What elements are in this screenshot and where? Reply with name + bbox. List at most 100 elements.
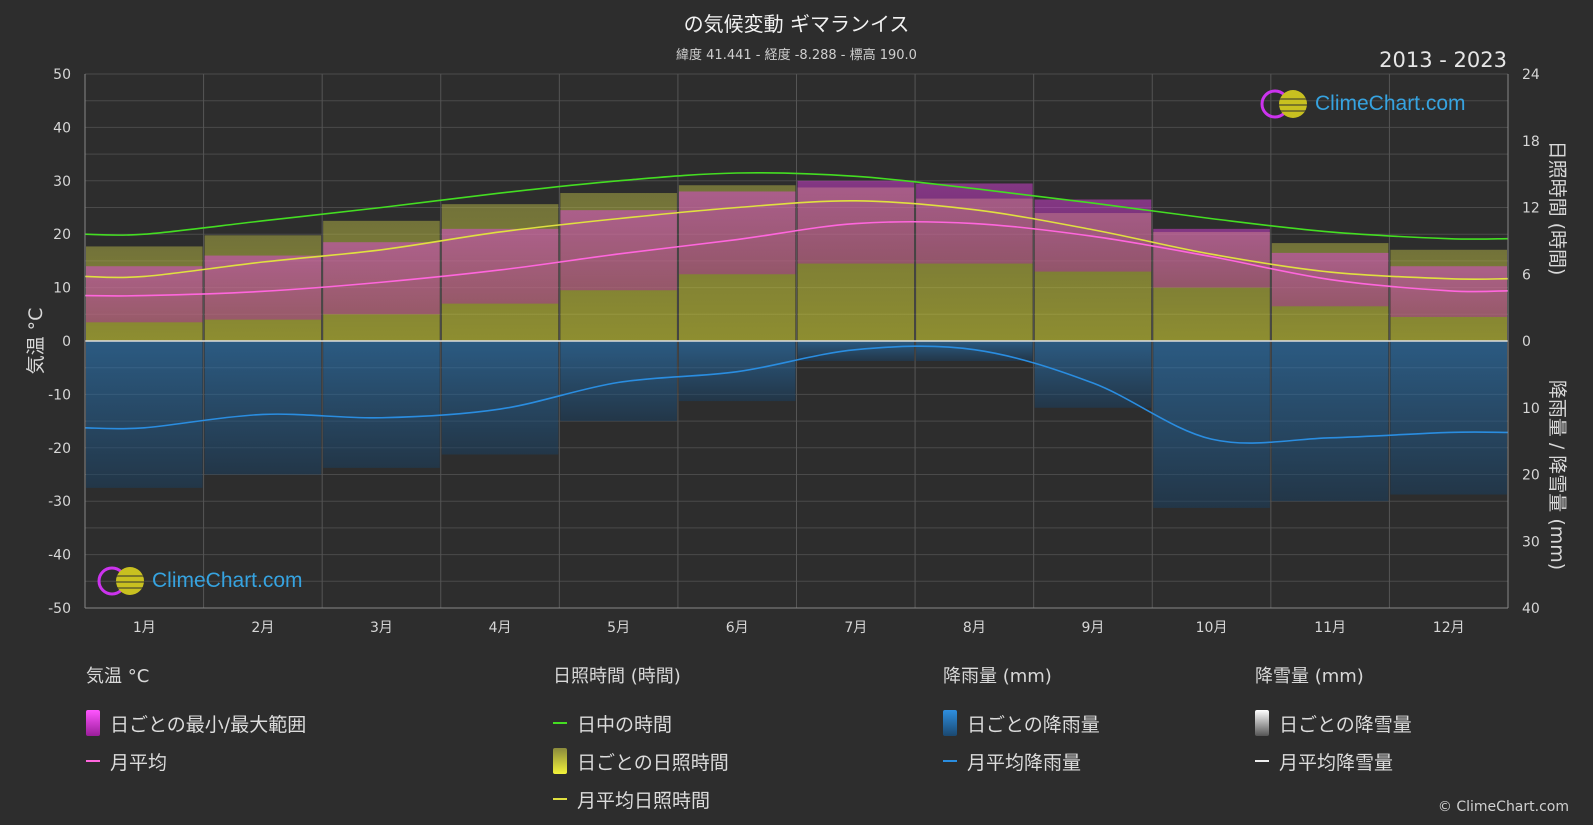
chart-lines xyxy=(85,172,1508,444)
temp-avg-swatch xyxy=(86,760,100,762)
temp-range-bar xyxy=(1153,228,1270,288)
tick-label-left: -30 xyxy=(48,494,71,510)
temp-range-bar xyxy=(560,210,677,291)
legend-snow: 降雪量 (mm) 日ごとの降雪量 月平均降雪量 xyxy=(1255,662,1412,780)
tick-label-right-top: 6 xyxy=(1522,267,1531,283)
tick-label-right-top: 18 xyxy=(1522,134,1540,150)
legend-item-snow-avg: 月平均降雪量 xyxy=(1255,742,1412,780)
tick-label-left: 10 xyxy=(53,281,71,297)
daily-rain-swatch xyxy=(943,710,957,736)
tick-label-left: 20 xyxy=(53,227,71,243)
tick-label-month: 12月 xyxy=(1433,620,1465,636)
daily-sunshine-swatch xyxy=(553,748,567,774)
legend-item-daily-sunshine: 日ごとの日照時間 xyxy=(553,742,729,780)
legend-label: 月平均日照時間 xyxy=(577,789,711,812)
temp-range-swatch xyxy=(86,710,100,736)
tick-label-left: 0 xyxy=(62,334,71,350)
legend-item-sunshine-avg: 月平均日照時間 xyxy=(553,780,729,818)
legend-temperature-head: 気温 °C xyxy=(86,666,150,687)
tick-label-month: 2月 xyxy=(251,620,274,636)
legend-sunshine-head: 日照時間 (時間) xyxy=(553,666,681,687)
daily-rain-bar xyxy=(86,341,203,488)
temp-range-bar xyxy=(441,228,559,304)
chart-title: の気候変動 ギマランイス xyxy=(683,12,910,36)
tick-label-right-bottom: 40 xyxy=(1522,601,1540,617)
tick-label-month: 4月 xyxy=(489,620,512,636)
legend-item-daily-snow: 日ごとの降雪量 xyxy=(1255,704,1412,742)
temp-range-bar xyxy=(678,191,796,275)
tick-label-left: 40 xyxy=(53,120,71,136)
legend-label: 日ごとの降雪量 xyxy=(1279,713,1412,736)
year-range: 2013 - 2023 xyxy=(1379,48,1507,72)
brand-logo-top[interactable]: ClimeChart.com xyxy=(1259,88,1466,120)
tick-label-month: 1月 xyxy=(133,620,156,636)
tick-label-left: -50 xyxy=(48,601,71,617)
temp-range-bar xyxy=(204,255,322,320)
tick-label-month: 6月 xyxy=(726,620,749,636)
daylight-swatch xyxy=(553,722,567,724)
tick-label-left: 30 xyxy=(53,174,71,190)
daily-rain-bar xyxy=(797,341,915,362)
tick-label-month: 10月 xyxy=(1196,620,1228,636)
daily-rain-bar xyxy=(323,341,440,468)
legend-item-rain-avg: 月平均降雨量 xyxy=(943,742,1100,780)
daily-rain-bar xyxy=(916,341,1033,362)
tick-label-left: -10 xyxy=(48,387,71,403)
sunshine-avg-swatch xyxy=(553,798,567,800)
legend-item-daylight: 日中の時間 xyxy=(553,704,729,742)
snow-avg-swatch xyxy=(1255,760,1269,762)
tick-label-right-top: 0 xyxy=(1522,334,1531,350)
daily-rain-bar xyxy=(1271,341,1389,502)
copyright: © ClimeChart.com xyxy=(1437,799,1569,815)
tick-label-month: 7月 xyxy=(844,620,867,636)
legend-label: 日中の時間 xyxy=(577,713,673,736)
daily-rain-bar xyxy=(441,341,559,455)
tick-label-month: 9月 xyxy=(1081,620,1104,636)
legend-snow-head: 降雪量 (mm) xyxy=(1255,666,1364,687)
legend-rain-head: 降雨量 (mm) xyxy=(943,666,1052,687)
y-axis-right-top-label: 日照時間 (時間) xyxy=(1546,141,1568,276)
legend-label: 月平均降雪量 xyxy=(1279,751,1394,774)
brand-logo-icon xyxy=(1260,89,1307,119)
tick-label-right-bottom: 10 xyxy=(1522,401,1540,417)
y-axis-left-label: 気温 °C xyxy=(25,308,47,375)
daily-rain-bar xyxy=(1153,341,1270,508)
legend-item-daily-rain: 日ごとの降雨量 xyxy=(943,704,1100,742)
tick-label-left: -20 xyxy=(48,441,71,457)
legend-item-temp-range: 日ごとの最小/最大範囲 xyxy=(86,704,306,742)
legend-rain: 降雨量 (mm) 日ごとの降雨量 月平均降雨量 xyxy=(943,662,1100,780)
chart-subtitle: 緯度 41.441 - 経度 -8.288 - 標高 190.0 xyxy=(676,48,917,63)
tick-label-left: -40 xyxy=(48,548,71,564)
legend-label: 日ごとの降雨量 xyxy=(967,713,1100,736)
y-axis-right-bottom-label: 降雨量 / 降雪量 (mm) xyxy=(1546,380,1568,570)
series-line xyxy=(85,345,1508,444)
series-line xyxy=(85,172,1508,240)
daily-snow-swatch xyxy=(1255,710,1269,736)
daily-rain-bar xyxy=(204,341,322,475)
legend-label: 日ごとの最小/最大範囲 xyxy=(110,713,307,736)
legend-label: 月平均降雨量 xyxy=(967,751,1082,774)
tick-label-month: 5月 xyxy=(607,620,630,636)
series-line xyxy=(85,220,1508,297)
rain-avg-swatch xyxy=(943,760,957,762)
legend-sunshine: 日照時間 (時間) 日中の時間 日ごとの日照時間 月平均日照時間 xyxy=(553,662,729,818)
tick-label-month: 11月 xyxy=(1314,620,1346,636)
legend-temperature: 気温 °C 日ごとの最小/最大範囲 月平均 xyxy=(86,662,306,780)
brand-logo-bottom[interactable]: ClimeChart.com xyxy=(96,565,303,597)
tick-label-left: 50 xyxy=(53,67,71,83)
tick-label-right-top: 12 xyxy=(1522,201,1540,217)
brand-logo-text: ClimeChart.com xyxy=(1315,92,1466,115)
tick-label-right-bottom: 20 xyxy=(1522,468,1540,484)
daily-rain-bar xyxy=(1390,341,1507,495)
tick-label-right-bottom: 30 xyxy=(1522,534,1540,550)
legend-item-temp-avg: 月平均 xyxy=(86,742,306,780)
brand-logo-text: ClimeChart.com xyxy=(152,569,303,592)
legend-label: 日ごとの日照時間 xyxy=(577,751,729,774)
tick-label-right-top: 24 xyxy=(1522,67,1540,83)
brand-logo-icon xyxy=(97,566,144,596)
daily-rain-bar xyxy=(560,341,677,422)
axis-ticks: 50 40 30 20 10 0 -10 -20 -30 -40 -50 24 18 12 6 0 10 20 30… xyxy=(48,67,1540,636)
legend-label: 月平均 xyxy=(110,751,168,774)
tick-label-month: 3月 xyxy=(370,620,393,636)
